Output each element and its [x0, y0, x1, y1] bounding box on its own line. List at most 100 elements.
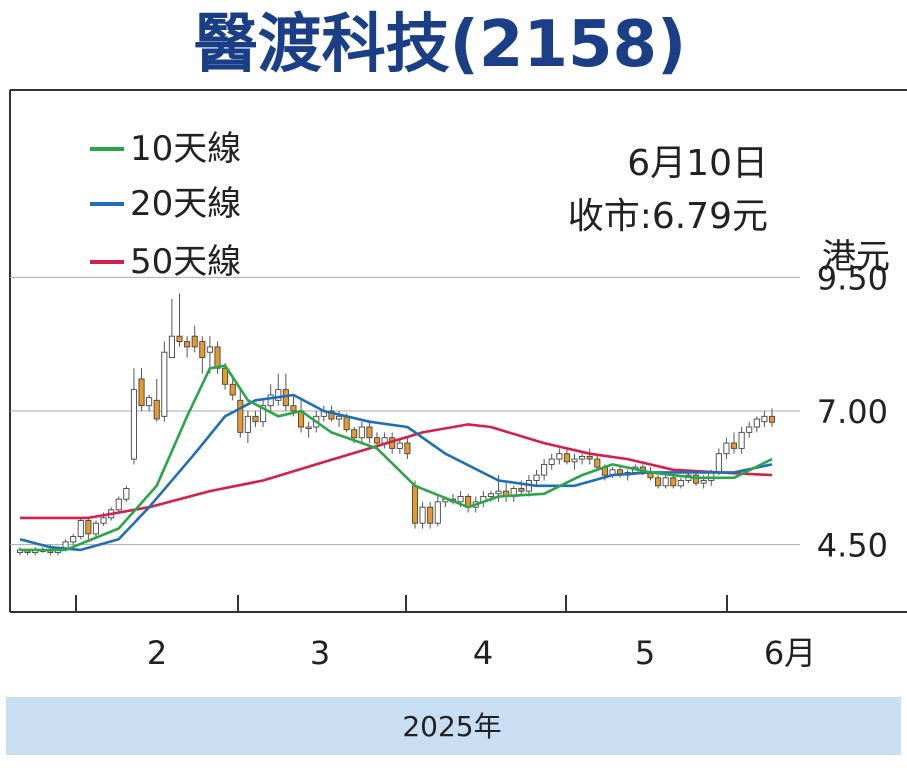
candle-body — [305, 426, 312, 429]
y-tick-label: 7.00 — [817, 393, 888, 431]
candle — [244, 411, 251, 444]
candle-body — [161, 351, 168, 417]
candle-body — [419, 506, 426, 524]
candle — [541, 459, 548, 481]
candle — [594, 453, 601, 470]
candle — [16, 547, 24, 556]
candle — [427, 501, 434, 529]
candle-body — [373, 437, 381, 444]
candle — [138, 368, 145, 411]
date-label: 6月10日 — [627, 143, 768, 184]
candle-body — [237, 399, 244, 433]
candle-body — [738, 431, 745, 449]
candle — [214, 341, 221, 374]
candle-body — [670, 477, 677, 487]
candle — [480, 491, 487, 508]
candle — [419, 501, 426, 529]
candle — [252, 411, 259, 428]
candle — [298, 400, 305, 433]
candle-body — [343, 415, 350, 431]
candle-body — [571, 458, 578, 463]
candle-body — [366, 426, 373, 439]
candle — [191, 325, 198, 353]
candle-body — [92, 522, 100, 535]
candle-body — [692, 474, 700, 484]
footer-bar — [6, 697, 901, 755]
candle-body — [100, 517, 107, 524]
candle — [768, 408, 776, 428]
candle — [548, 453, 555, 470]
candle — [723, 437, 730, 460]
candle-body — [351, 429, 358, 439]
candle — [176, 293, 183, 347]
candle-body — [153, 399, 160, 420]
candle-body — [768, 415, 776, 423]
candle-body — [267, 394, 274, 407]
candle-body — [70, 536, 77, 543]
candle-body — [404, 442, 411, 455]
candle-body — [746, 426, 753, 433]
candle — [358, 421, 365, 444]
candle — [662, 475, 669, 489]
candle-body — [563, 453, 570, 463]
candle-body — [700, 480, 707, 484]
x-tick-label: 5 — [635, 634, 655, 672]
candle — [586, 448, 593, 465]
candle — [677, 477, 684, 489]
candle — [161, 341, 168, 422]
candle — [92, 520, 100, 537]
candle — [282, 373, 289, 411]
candle-body — [123, 488, 130, 500]
candle — [510, 485, 517, 502]
candle — [146, 394, 153, 411]
candle-body — [199, 341, 206, 359]
candle — [381, 432, 388, 449]
candle — [153, 378, 160, 422]
candle-body — [176, 335, 183, 342]
candle-body — [130, 389, 137, 460]
candle-body — [77, 520, 84, 538]
candle-body — [138, 378, 145, 407]
x-tick-label: 6月 — [764, 634, 816, 672]
close-price-label: 收市:6.79元 — [568, 196, 768, 237]
candle-body — [275, 389, 282, 401]
candle — [404, 437, 411, 460]
candle — [503, 480, 510, 502]
candle-body — [214, 346, 221, 369]
series-line-20天線 — [19, 393, 773, 552]
unit-label: 港元 — [822, 237, 890, 277]
candle — [655, 475, 662, 489]
candle — [692, 472, 700, 486]
candle — [237, 389, 244, 438]
candle-body — [586, 455, 593, 460]
gridlines — [10, 276, 800, 546]
candle — [123, 485, 130, 502]
x-tick-label: 4 — [473, 634, 493, 672]
candle-body — [541, 463, 548, 476]
legend-label-50: 50天線 — [130, 242, 241, 282]
candle — [77, 517, 84, 540]
candle — [571, 453, 578, 470]
candle-body — [335, 415, 343, 420]
candle — [168, 298, 175, 359]
candle-body — [229, 383, 236, 396]
footer-year-label: 2025年 — [402, 710, 501, 743]
candle — [115, 496, 122, 513]
candle — [761, 411, 768, 428]
x-tick-label: 3 — [310, 634, 330, 672]
candle-body — [252, 415, 259, 423]
candle-body — [191, 335, 198, 348]
candle-body — [533, 474, 540, 481]
candle-body — [495, 490, 502, 495]
candle — [670, 475, 677, 489]
candle-body — [427, 506, 434, 524]
candle-body — [753, 418, 760, 428]
candle — [465, 493, 472, 513]
candle-body — [206, 346, 213, 353]
candle-body — [260, 405, 267, 423]
candle-body — [518, 488, 525, 492]
candle — [366, 421, 373, 444]
candle-body — [396, 442, 403, 449]
candle — [70, 533, 77, 545]
